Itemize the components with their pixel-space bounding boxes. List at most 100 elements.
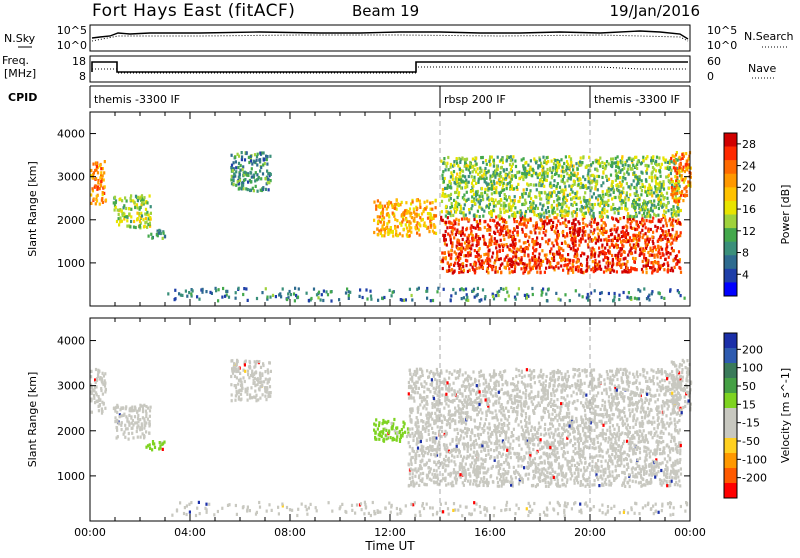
data-cell (410, 231, 412, 234)
data-cell (510, 406, 512, 409)
data-cell (686, 194, 688, 197)
data-cell (377, 427, 379, 430)
data-cell (162, 237, 164, 240)
data-cell (433, 224, 435, 227)
data-cell (237, 383, 239, 386)
data-cell (618, 294, 620, 297)
data-cell (465, 254, 467, 257)
data-cell (555, 185, 557, 188)
data-cell (359, 295, 361, 298)
data-cell (651, 194, 653, 197)
data-cell (120, 414, 122, 417)
data-cell (500, 175, 502, 178)
data-cell (638, 297, 640, 300)
data-cell (603, 208, 605, 211)
data-cell (266, 296, 268, 299)
data-cell (544, 192, 546, 195)
data-cell (238, 187, 240, 190)
data-cell (562, 231, 564, 234)
panel-frame (90, 112, 690, 306)
data-cell (95, 368, 97, 371)
data-cell (627, 215, 629, 218)
data-cell (435, 214, 437, 217)
data-cell (475, 162, 477, 165)
data-cell (615, 469, 617, 472)
data-cell (569, 231, 571, 234)
data-cell (580, 254, 582, 257)
data-cell (553, 259, 555, 262)
data-cell (667, 209, 669, 212)
data-cell (230, 359, 232, 362)
data-cell (373, 423, 375, 426)
data-cell (685, 152, 687, 155)
data-cell (520, 246, 522, 249)
beam-label: Beam 19 (352, 2, 419, 20)
data-cell (260, 177, 262, 180)
data-cell (641, 229, 643, 232)
data-cell (521, 426, 523, 429)
data-cell (570, 238, 572, 241)
data-cell (381, 234, 383, 237)
data-cell (595, 470, 597, 473)
data-cell (606, 210, 608, 213)
data-cell (261, 384, 263, 387)
data-cell (679, 191, 681, 194)
data-cell (612, 180, 614, 183)
data-cell (619, 176, 621, 179)
data-cell (431, 418, 433, 421)
data-cell (657, 194, 659, 197)
data-cell (167, 292, 169, 295)
data-cell (614, 224, 616, 227)
data-cell (637, 161, 639, 164)
data-cell (196, 295, 198, 298)
data-cell (512, 270, 514, 273)
data-cell (485, 243, 487, 246)
data-cell (511, 249, 513, 252)
data-cell (491, 192, 493, 195)
data-cell (680, 163, 682, 166)
data-cell (545, 171, 547, 174)
data-cell (251, 372, 253, 375)
data-cell (453, 164, 455, 167)
data-cell (608, 178, 610, 181)
data-cell (267, 378, 269, 381)
data-cell (637, 182, 639, 185)
data-cell (512, 155, 514, 158)
data-cell (131, 422, 133, 425)
data-cell (634, 267, 636, 270)
data-cell (636, 234, 638, 237)
data-cell (580, 156, 582, 159)
data-cell (496, 164, 498, 167)
data-cell (574, 183, 576, 186)
data-cell (551, 175, 553, 178)
data-cell (514, 199, 516, 202)
data-cell (486, 197, 488, 200)
data-cell (660, 166, 662, 169)
data-cell (570, 161, 572, 164)
data-cell (512, 214, 514, 217)
data-cell (482, 288, 484, 291)
data-cell (528, 271, 530, 274)
data-cell (645, 157, 647, 160)
data-cell (252, 187, 254, 190)
data-cell (416, 416, 418, 419)
data-cell (139, 220, 141, 223)
data-cell (540, 259, 542, 262)
data-cell (375, 204, 377, 207)
data-cell (557, 419, 559, 422)
data-cell (684, 297, 686, 300)
data-cell (524, 247, 526, 250)
data-cell (566, 172, 568, 175)
data-cell (590, 225, 592, 228)
data-cell (553, 162, 555, 165)
data-cell (573, 201, 575, 204)
data-cell (503, 211, 505, 214)
data-cell (120, 424, 122, 427)
data-cell (577, 247, 579, 250)
data-cell (621, 235, 623, 238)
data-cell (587, 208, 589, 211)
data-cell (598, 420, 600, 423)
data-cell (571, 226, 573, 229)
data-cell (512, 204, 514, 207)
data-cell (569, 259, 571, 262)
